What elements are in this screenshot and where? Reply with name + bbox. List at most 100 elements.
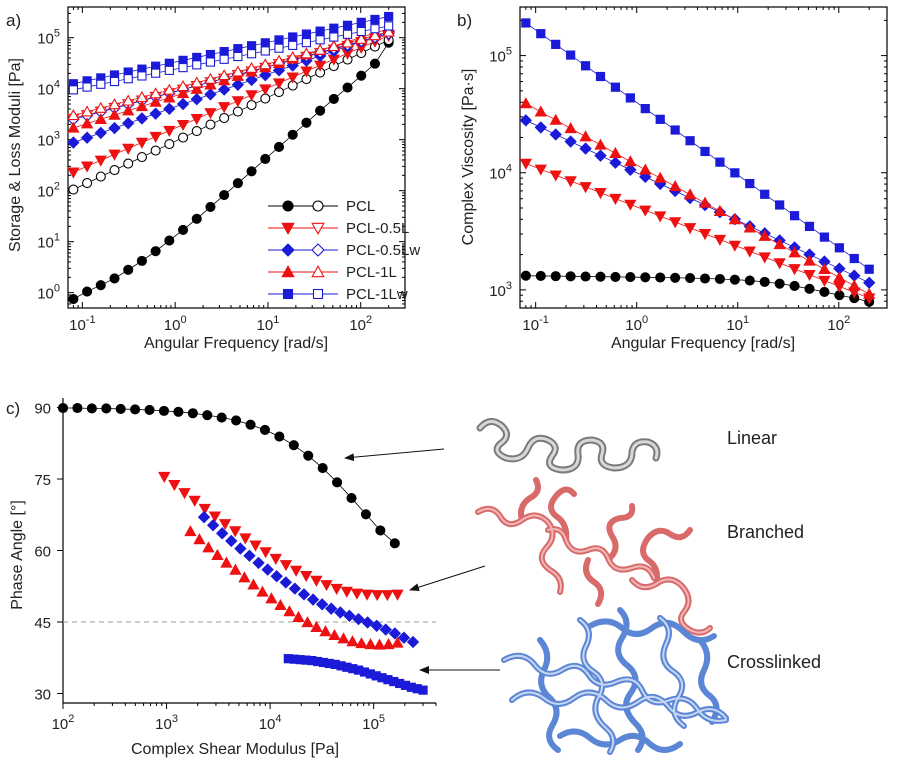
data-point	[698, 228, 712, 241]
data-point	[178, 63, 188, 73]
y-tick-label: 90	[34, 401, 51, 418]
data-point	[655, 272, 666, 283]
data-point	[150, 246, 161, 257]
data-point	[730, 168, 740, 178]
data-point	[96, 79, 106, 89]
data-point	[283, 605, 296, 617]
data-point	[728, 213, 742, 225]
x-tick-label: 100	[625, 314, 648, 334]
panel-b-x-axis-title: Angular Frequency [rad/s]	[611, 335, 795, 352]
data-point	[303, 450, 314, 461]
data-point	[57, 402, 69, 414]
data-point	[123, 74, 133, 84]
data-point	[245, 90, 258, 102]
data-point	[219, 190, 230, 201]
data-point	[670, 272, 681, 283]
data-point	[699, 273, 711, 284]
data-point	[328, 93, 339, 104]
data-point	[654, 211, 667, 223]
data-point	[389, 538, 400, 549]
legend-label: PCL-0.5L	[346, 220, 409, 237]
data-point	[313, 43, 327, 55]
data-point	[173, 406, 184, 417]
data-point	[80, 105, 94, 117]
data-point	[698, 196, 712, 208]
data-point	[579, 130, 592, 142]
data-point	[82, 286, 93, 297]
data-point	[863, 276, 876, 289]
data-point	[346, 635, 359, 647]
data-point	[818, 275, 831, 287]
data-point	[163, 83, 176, 95]
data-point	[818, 262, 831, 274]
panel-a-tag: a)	[6, 11, 21, 30]
data-point	[340, 586, 353, 598]
panel-c-y-axis-title: Phase Angle [°]	[9, 500, 26, 610]
data-point	[579, 182, 592, 194]
data-point	[519, 114, 533, 127]
data-point	[803, 254, 816, 266]
data-point	[833, 271, 846, 283]
data-point	[758, 252, 771, 264]
data-point	[382, 638, 395, 650]
data-point	[232, 178, 243, 189]
legend-marker-filled	[282, 288, 294, 300]
data-point	[315, 26, 325, 36]
data-point	[135, 112, 149, 125]
data-point	[789, 280, 800, 291]
series-PCL-0.5L	[519, 158, 876, 305]
data-point	[150, 145, 161, 156]
data-point	[109, 273, 120, 284]
data-point	[229, 526, 242, 538]
y-tick-label: 105	[489, 46, 512, 66]
data-point	[279, 560, 293, 572]
data-point	[728, 240, 742, 252]
data-point	[310, 575, 323, 587]
data-point	[176, 97, 190, 111]
data-point	[219, 54, 229, 64]
data-point	[184, 525, 197, 537]
data-point	[259, 68, 272, 82]
data-point	[177, 224, 189, 235]
data-point	[624, 199, 637, 211]
data-point	[774, 278, 785, 289]
data-point	[245, 61, 258, 73]
data-point	[231, 415, 242, 426]
data-point	[654, 171, 667, 183]
data-point	[259, 58, 272, 70]
data-point	[135, 137, 149, 149]
data-point	[685, 136, 695, 146]
data-point	[580, 271, 591, 282]
data-point	[176, 119, 190, 132]
data-point	[149, 107, 162, 120]
data-point	[270, 570, 283, 583]
data-point	[190, 76, 203, 88]
data-point	[274, 35, 284, 45]
data-point	[187, 408, 198, 419]
data-point	[190, 93, 203, 106]
data-point	[609, 156, 622, 169]
data-point	[246, 41, 257, 51]
data-point	[418, 685, 428, 695]
data-point	[163, 102, 176, 116]
data-point	[233, 51, 243, 62]
x-tick-label: 102	[827, 314, 850, 334]
data-point	[80, 161, 94, 173]
data-point	[72, 402, 83, 414]
data-point	[190, 82, 203, 94]
data-point	[743, 221, 756, 233]
data-point	[205, 119, 216, 130]
data-point	[243, 549, 256, 562]
data-point	[670, 125, 680, 135]
panel-b-y-axis-title: Complex Viscosity [Pa·s]	[460, 69, 477, 246]
panel-b: b) 10-1 100 101 102 103 104 105 Angular Freque…	[457, 6, 888, 352]
data-point	[325, 602, 338, 615]
data-point	[683, 188, 697, 200]
data-point	[391, 589, 404, 601]
x-tick-label: 102	[349, 314, 372, 334]
series-line	[525, 275, 870, 303]
panel-c: c) 102 103 104 105 30 45 60 75 90 Complex Shear …	[6, 398, 821, 758]
data-point	[360, 589, 374, 601]
data-point	[758, 229, 771, 241]
